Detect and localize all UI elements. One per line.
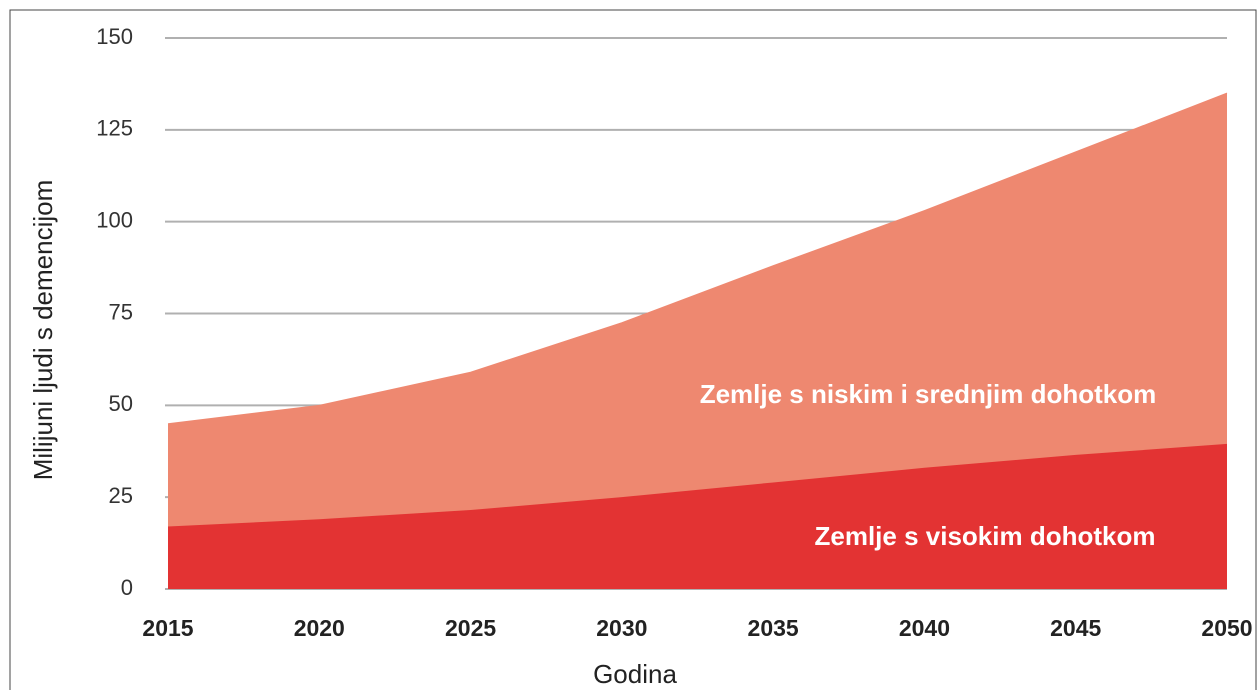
y-tick-label: 0 (121, 575, 133, 600)
x-tick-label: 2020 (294, 615, 345, 641)
series-label: Zemlje s visokim dohotkom (815, 521, 1156, 551)
series-label: Zemlje s niskim i srednjim dohotkom (700, 379, 1157, 409)
area-edge (167, 92, 1228, 425)
area-fill (168, 443, 1227, 589)
y-tick-label: 25 (109, 483, 133, 508)
x-tick-label: 2050 (1201, 615, 1252, 641)
y-tick-label: 75 (109, 299, 133, 324)
frame (9, 9, 1257, 690)
x-tick-label: 2035 (748, 615, 799, 641)
x-axis-label: Godina (593, 659, 677, 689)
y-axis-label: Milijuni ljudi s demencijom (28, 180, 58, 481)
x-tick-label: 2025 (445, 615, 496, 641)
x-tick-label: 2045 (1050, 615, 1101, 641)
y-tick-label: 100 (96, 207, 133, 232)
x-tick-label: 2040 (899, 615, 950, 641)
area-fill (168, 93, 1227, 527)
y-tick-label: 150 (96, 24, 133, 49)
x-tick-label: 2015 (142, 615, 193, 641)
y-tick-label: 50 (109, 391, 133, 416)
x-tick-label: 2030 (596, 615, 647, 641)
y-tick-label: 125 (96, 116, 133, 141)
